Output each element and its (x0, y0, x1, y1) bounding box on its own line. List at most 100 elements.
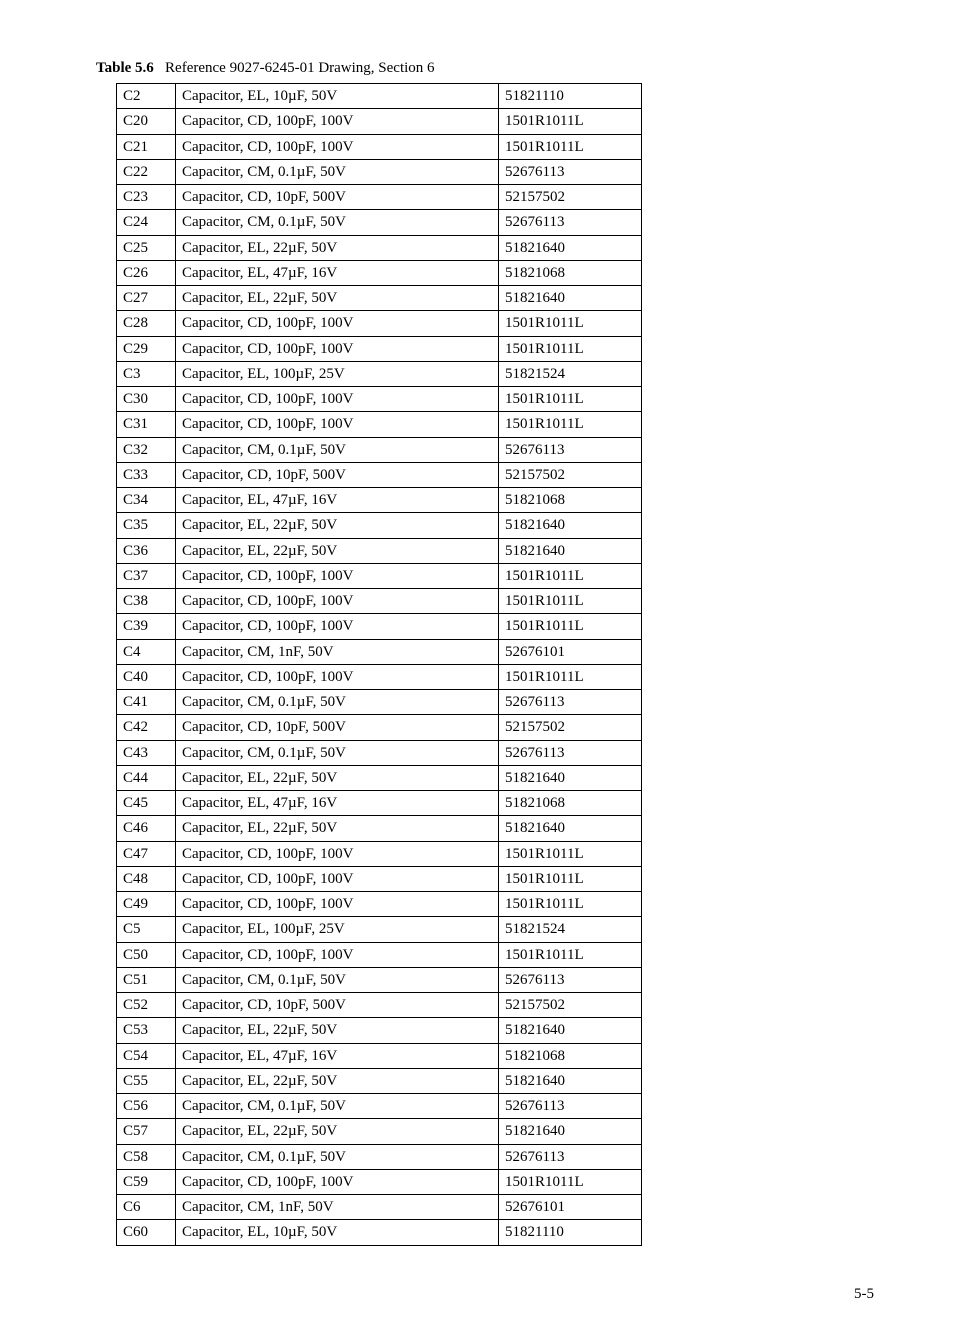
cell-description: Capacitor, EL, 22µF, 50V (176, 235, 499, 260)
cell-ref: C55 (117, 1068, 176, 1093)
cell-part-number: 51821640 (499, 765, 642, 790)
cell-part-number: 1501R1011L (499, 589, 642, 614)
table-row: C6Capacitor, CM, 1nF, 50V52676101 (117, 1195, 642, 1220)
cell-ref: C56 (117, 1094, 176, 1119)
cell-ref: C3 (117, 361, 176, 386)
cell-description: Capacitor, CD, 100pF, 100V (176, 311, 499, 336)
cell-ref: C37 (117, 563, 176, 588)
table-row: C32Capacitor, CM, 0.1µF, 50V52676113 (117, 437, 642, 462)
table-row: C52Capacitor, CD, 10pF, 500V52157502 (117, 993, 642, 1018)
cell-description: Capacitor, CD, 100pF, 100V (176, 109, 499, 134)
page-number: 5-5 (60, 1286, 894, 1303)
table-row: C5Capacitor, EL, 100µF, 25V51821524 (117, 917, 642, 942)
cell-description: Capacitor, CD, 100pF, 100V (176, 614, 499, 639)
cell-description: Capacitor, EL, 10µF, 50V (176, 84, 499, 109)
cell-part-number: 51821640 (499, 1018, 642, 1043)
cell-ref: C43 (117, 740, 176, 765)
cell-description: Capacitor, CM, 0.1µF, 50V (176, 159, 499, 184)
table-row: C43Capacitor, CM, 0.1µF, 50V52676113 (117, 740, 642, 765)
table-row: C58Capacitor, CM, 0.1µF, 50V52676113 (117, 1144, 642, 1169)
table-row: C40Capacitor, CD, 100pF, 100V1501R1011L (117, 664, 642, 689)
cell-part-number: 52157502 (499, 185, 642, 210)
cell-part-number: 1501R1011L (499, 311, 642, 336)
cell-description: Capacitor, EL, 100µF, 25V (176, 361, 499, 386)
table-row: C36Capacitor, EL, 22µF, 50V51821640 (117, 538, 642, 563)
cell-ref: C53 (117, 1018, 176, 1043)
cell-part-number: 52676113 (499, 159, 642, 184)
cell-part-number: 1501R1011L (499, 563, 642, 588)
cell-part-number: 52676113 (499, 690, 642, 715)
cell-part-number: 52676113 (499, 437, 642, 462)
cell-description: Capacitor, EL, 22µF, 50V (176, 538, 499, 563)
cell-ref: C34 (117, 488, 176, 513)
cell-part-number: 51821068 (499, 1043, 642, 1068)
cell-ref: C28 (117, 311, 176, 336)
cell-part-number: 52157502 (499, 715, 642, 740)
cell-description: Capacitor, CD, 100pF, 100V (176, 866, 499, 891)
table-row: C49Capacitor, CD, 100pF, 100V1501R1011L (117, 892, 642, 917)
cell-ref: C26 (117, 260, 176, 285)
cell-part-number: 1501R1011L (499, 387, 642, 412)
cell-ref: C40 (117, 664, 176, 689)
cell-description: Capacitor, CM, 0.1µF, 50V (176, 740, 499, 765)
cell-ref: C52 (117, 993, 176, 1018)
table-row: C26Capacitor, EL, 47µF, 16V51821068 (117, 260, 642, 285)
cell-ref: C45 (117, 791, 176, 816)
table-row: C4Capacitor, CM, 1nF, 50V52676101 (117, 639, 642, 664)
cell-part-number: 51821110 (499, 1220, 642, 1245)
cell-part-number: 52676101 (499, 1195, 642, 1220)
table-row: C60Capacitor, EL, 10µF, 50V51821110 (117, 1220, 642, 1245)
cell-description: Capacitor, CD, 100pF, 100V (176, 134, 499, 159)
cell-description: Capacitor, EL, 22µF, 50V (176, 1119, 499, 1144)
document-page: Table 5.6 Reference 9027-6245-01 Drawing… (0, 0, 954, 1343)
cell-part-number: 1501R1011L (499, 841, 642, 866)
cell-description: Capacitor, CD, 100pF, 100V (176, 1169, 499, 1194)
cell-description: Capacitor, CM, 0.1µF, 50V (176, 1144, 499, 1169)
table-row: C48Capacitor, CD, 100pF, 100V1501R1011L (117, 866, 642, 891)
table-row: C28Capacitor, CD, 100pF, 100V1501R1011L (117, 311, 642, 336)
table-row: C44Capacitor, EL, 22µF, 50V51821640 (117, 765, 642, 790)
table-row: C22Capacitor, CM, 0.1µF, 50V52676113 (117, 159, 642, 184)
table-title: Reference 9027-6245-01 Drawing, Section … (165, 60, 435, 76)
cell-ref: C30 (117, 387, 176, 412)
table-row: C45Capacitor, EL, 47µF, 16V51821068 (117, 791, 642, 816)
cell-description: Capacitor, CD, 100pF, 100V (176, 841, 499, 866)
table-row: C47Capacitor, CD, 100pF, 100V1501R1011L (117, 841, 642, 866)
cell-part-number: 51821640 (499, 286, 642, 311)
cell-ref: C59 (117, 1169, 176, 1194)
table-label: Table 5.6 (96, 60, 154, 76)
cell-description: Capacitor, EL, 47µF, 16V (176, 488, 499, 513)
cell-ref: C54 (117, 1043, 176, 1068)
cell-description: Capacitor, EL, 22µF, 50V (176, 816, 499, 841)
cell-part-number: 51821640 (499, 1119, 642, 1144)
cell-ref: C44 (117, 765, 176, 790)
cell-part-number: 52676113 (499, 1144, 642, 1169)
cell-description: Capacitor, EL, 10µF, 50V (176, 1220, 499, 1245)
table-row: C46Capacitor, EL, 22µF, 50V51821640 (117, 816, 642, 841)
cell-part-number: 51821110 (499, 84, 642, 109)
cell-ref: C46 (117, 816, 176, 841)
cell-part-number: 52157502 (499, 993, 642, 1018)
cell-part-number: 51821068 (499, 791, 642, 816)
cell-ref: C4 (117, 639, 176, 664)
cell-ref: C31 (117, 412, 176, 437)
cell-ref: C48 (117, 866, 176, 891)
cell-part-number: 1501R1011L (499, 866, 642, 891)
parts-table: C2Capacitor, EL, 10µF, 50V51821110C20Cap… (116, 83, 642, 1246)
table-row: C29Capacitor, CD, 100pF, 100V1501R1011L (117, 336, 642, 361)
cell-part-number: 51821640 (499, 1068, 642, 1093)
cell-part-number: 1501R1011L (499, 664, 642, 689)
cell-part-number: 1501R1011L (499, 109, 642, 134)
table-row: C51Capacitor, CM, 0.1µF, 50V52676113 (117, 967, 642, 992)
cell-description: Capacitor, CD, 10pF, 500V (176, 462, 499, 487)
cell-ref: C50 (117, 942, 176, 967)
table-row: C3Capacitor, EL, 100µF, 25V51821524 (117, 361, 642, 386)
cell-description: Capacitor, CM, 0.1µF, 50V (176, 967, 499, 992)
cell-ref: C5 (117, 917, 176, 942)
cell-ref: C23 (117, 185, 176, 210)
cell-part-number: 52157502 (499, 462, 642, 487)
cell-part-number: 1501R1011L (499, 1169, 642, 1194)
table-row: C21Capacitor, CD, 100pF, 100V1501R1011L (117, 134, 642, 159)
cell-part-number: 51821524 (499, 361, 642, 386)
cell-ref: C38 (117, 589, 176, 614)
